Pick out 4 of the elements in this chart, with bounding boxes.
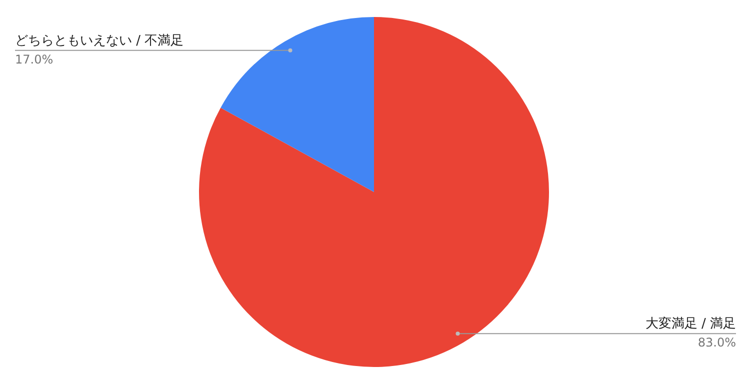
slice-label: 大変満足 / 満足 [645,316,736,332]
data-label: 83.0% [698,336,736,350]
data-label: 17.0% [15,52,54,66]
slice-label: どちらともいえない / 不満足 [15,33,184,48]
